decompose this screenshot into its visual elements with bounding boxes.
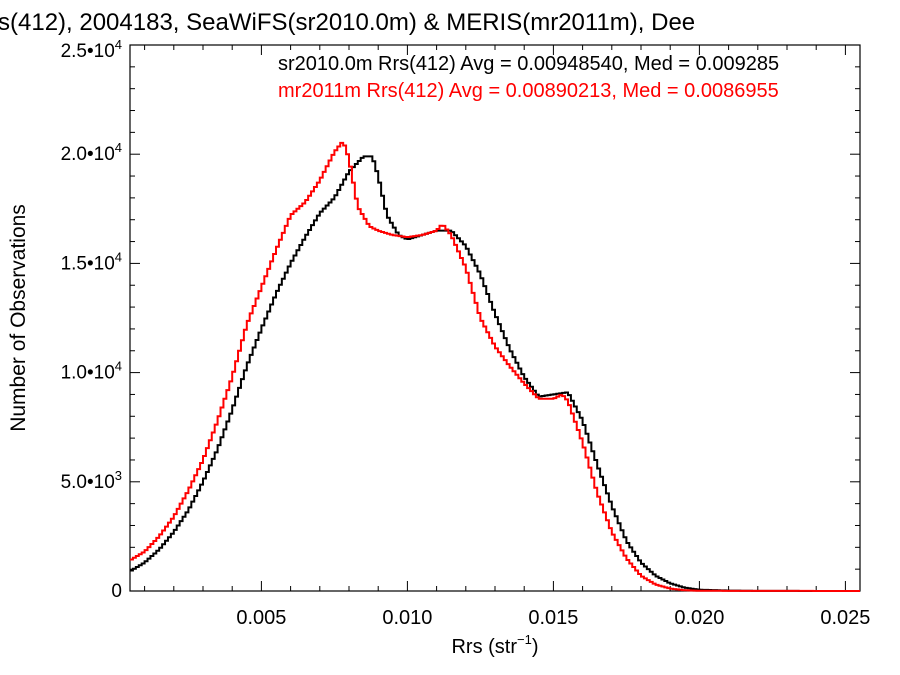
y-tick-mantissa: 2.5•10: [61, 41, 115, 62]
x-axis-label-text: Rrs (str: [451, 636, 517, 658]
y-tick-mantissa: 5.0•10: [61, 472, 115, 493]
y-tick-label: 0: [111, 581, 122, 602]
y-tick-label: 1.5•104: [61, 249, 122, 274]
series-line-red: [130, 141, 860, 592]
x-tick-label: 0.015: [528, 607, 578, 629]
x-tick-label: 0.025: [820, 607, 870, 629]
x-axis-label: Rrs (str−1): [451, 632, 538, 658]
x-tick-label: 0.010: [382, 607, 432, 629]
y-tick-mantissa: 1.0•10: [61, 363, 115, 384]
x-axis-label-close: ): [532, 636, 539, 658]
series-line-black: [130, 155, 860, 592]
y-tick-mantissa: 0: [111, 581, 122, 602]
y-tick-exponent: 3: [115, 468, 122, 483]
x-axis-label-sup: −1: [517, 632, 532, 647]
y-tick-label: 1.0•104: [61, 359, 122, 384]
legend-entry-red: mr2011m Rrs(412) Avg = 0.00890213, Med =…: [278, 80, 779, 102]
y-tick-label: 5.0•103: [61, 468, 122, 493]
y-tick-exponent: 4: [115, 359, 122, 374]
y-tick-mantissa: 1.5•10: [61, 253, 115, 274]
series-group: [130, 141, 860, 592]
x-tick-labels: 0.005 0.010 0.015 0.020 0.025: [236, 607, 870, 629]
legend-entry-black: sr2010.0m Rrs(412) Avg = 0.00948540, Med…: [278, 53, 779, 75]
y-tick-exponent: 4: [115, 37, 122, 52]
y-tick-label: 2.0•104: [61, 140, 122, 165]
y-tick-label: 2.5•104: [61, 37, 122, 62]
y-tick-exponent: 4: [115, 249, 122, 264]
y-axis-label: Number of Observations: [7, 204, 30, 432]
axis-ticks: [130, 44, 860, 592]
y-tick-exponent: 4: [115, 140, 122, 155]
x-tick-label: 0.020: [674, 607, 724, 629]
y-tick-mantissa: 2.0•10: [61, 144, 115, 165]
x-tick-label: 0.005: [236, 607, 286, 629]
chart-title: s(412), 2004183, SeaWiFS(sr2010.0m) & ME…: [0, 9, 695, 36]
